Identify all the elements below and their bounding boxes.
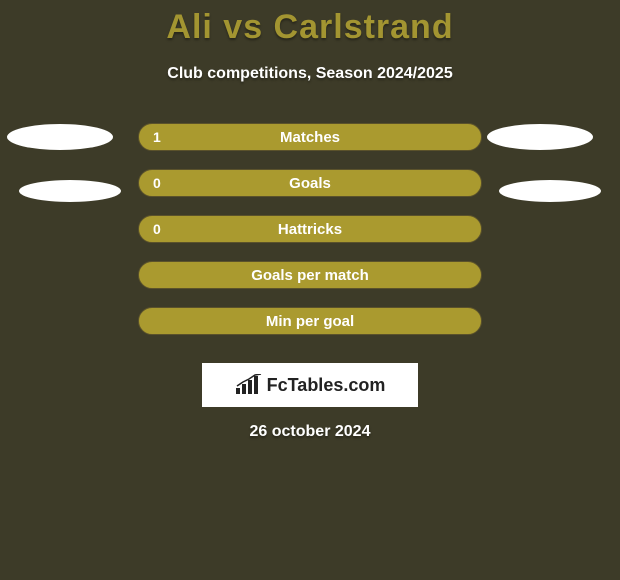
page-title: Ali vs Carlstrand <box>0 0 620 47</box>
bar-label: Goals <box>139 175 481 192</box>
bar-value: 0 <box>153 221 161 237</box>
bar-row-goals-per-match: Goals per match <box>0 261 620 307</box>
bar-label: Matches <box>139 129 481 146</box>
bar-track: Min per goal <box>138 307 482 335</box>
bar-label: Goals per match <box>139 267 481 284</box>
player-ellipse-right-1 <box>487 124 593 150</box>
page-subtitle: Club competitions, Season 2024/2025 <box>0 65 620 83</box>
bar-chart-icon <box>235 374 263 396</box>
brand-logo: FcTables.com <box>202 363 418 407</box>
bar-track: 0 Goals <box>138 169 482 197</box>
bar-row-hattricks: 0 Hattricks <box>0 215 620 261</box>
bar-value: 0 <box>153 175 161 191</box>
bar-label: Hattricks <box>139 221 481 238</box>
player-ellipse-right-2 <box>499 180 601 202</box>
snapshot-date: 26 october 2024 <box>0 423 620 441</box>
bar-label: Min per goal <box>139 313 481 330</box>
stat-bars: 1 Matches 0 Goals 0 Hattricks Goals per … <box>0 123 620 353</box>
player-ellipse-left-1 <box>7 124 113 150</box>
bar-track: 0 Hattricks <box>138 215 482 243</box>
bar-value: 1 <box>153 129 161 145</box>
bar-track: Goals per match <box>138 261 482 289</box>
brand-text: FcTables.com <box>267 375 386 396</box>
bar-row-min-per-goal: Min per goal <box>0 307 620 353</box>
player-ellipse-left-2 <box>19 180 121 202</box>
bar-track: 1 Matches <box>138 123 482 151</box>
